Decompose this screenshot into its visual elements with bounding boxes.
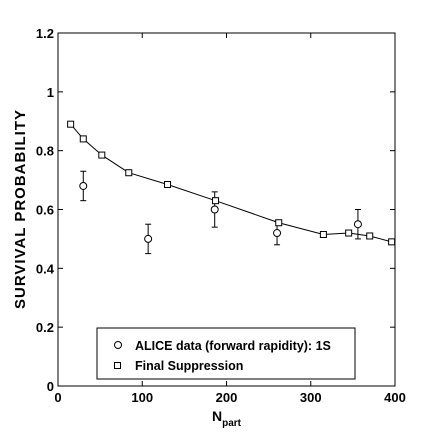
data-point-circle: [210, 205, 219, 214]
data-point-square: [98, 151, 106, 159]
x-tick-label: 100: [131, 390, 153, 405]
y-axis-label: SURVIVAL PROBABILITY: [12, 109, 29, 309]
data-point-circle: [273, 229, 282, 238]
data-point-square: [67, 120, 75, 128]
legend-marker-circle: [114, 341, 122, 349]
legend-label-alice: ALICE data (forward rapidity): 1S: [135, 339, 331, 353]
suppression-curve: [70, 123, 392, 243]
data-point-square: [212, 197, 220, 205]
x-axis-label: Npart: [212, 408, 242, 429]
x-axis-label-main: N: [212, 408, 222, 424]
legend-marker-square: [114, 362, 121, 369]
x-tick-label: 300: [300, 390, 322, 405]
x-tick-label: 200: [216, 390, 238, 405]
data-point-circle: [353, 220, 362, 229]
legend-box: [96, 327, 356, 380]
legend: ALICE data (forward rapidity): 1S Final …: [96, 327, 356, 380]
data-point-square: [79, 135, 87, 143]
axis-tick-labels: 0 100 200 300 400 0 0.2 0.4 0.6 0.8 1 1.2: [36, 26, 406, 405]
y-tick-label: 0.2: [36, 320, 54, 335]
legend-label-suppression: Final Suppression: [135, 359, 243, 373]
y-tick-label: 0: [47, 379, 54, 394]
x-axis-label-sub: part: [222, 418, 242, 429]
x-tick-label: 0: [54, 390, 61, 405]
x-tick-label: 400: [384, 390, 406, 405]
data-point-square: [164, 180, 172, 188]
y-tick-label: 0.4: [36, 261, 55, 276]
data-point-square: [319, 231, 327, 239]
data-point-square: [125, 169, 133, 177]
data-point-square: [388, 238, 396, 246]
data-point-circle: [79, 181, 88, 190]
axis-ticks: [57, 32, 396, 387]
y-tick-label: 0.6: [36, 203, 54, 218]
y-tick-label: 0.8: [36, 144, 54, 159]
data-point-square: [366, 232, 374, 240]
y-tick-label: 1.2: [36, 26, 54, 41]
data-point-square: [275, 219, 283, 227]
data-point-circle: [144, 234, 153, 243]
data-points: [67, 120, 396, 255]
y-tick-label: 1: [47, 85, 54, 100]
data-point-square: [345, 229, 353, 237]
series-line-1: [70, 123, 392, 243]
